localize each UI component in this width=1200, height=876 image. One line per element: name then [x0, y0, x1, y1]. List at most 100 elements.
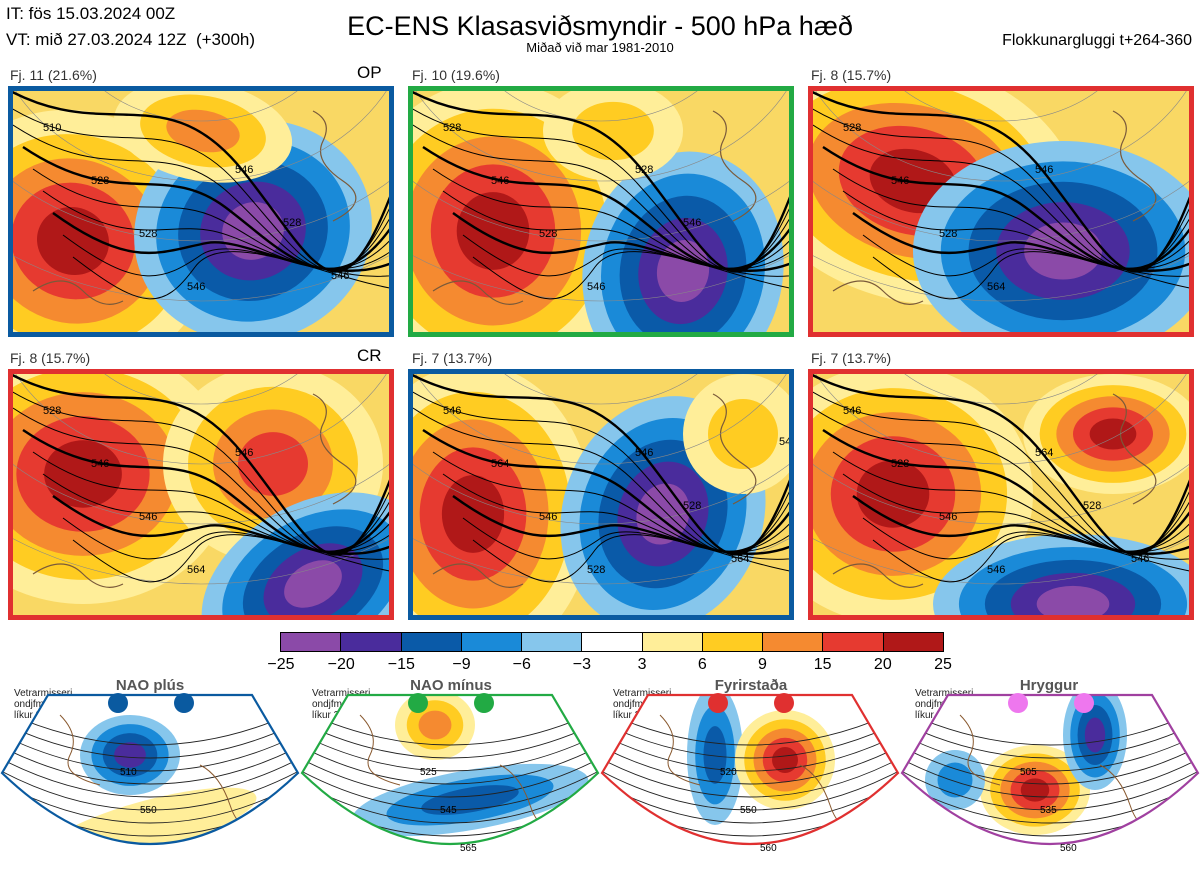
height-contour — [32, 451, 389, 553]
regime-frame — [300, 693, 600, 846]
contour-label: 510 — [120, 767, 137, 778]
graticule — [15, 91, 387, 182]
height-contour — [462, 517, 789, 560]
anomaly-blob — [44, 440, 122, 508]
graticule — [413, 180, 789, 242]
regime-title-3: Fyrirstaða — [714, 677, 788, 694]
colorbar-swatch — [341, 633, 402, 651]
contour-label: 546 — [539, 511, 557, 523]
colorbar-tick-label: 9 — [758, 656, 767, 673]
colorbar-swatch — [281, 633, 342, 651]
regime-field: 510 550 — [0, 693, 300, 846]
anomaly-blob — [114, 742, 146, 768]
regime-marker — [174, 693, 194, 713]
cluster-label-2: Fj. 10 (19.6%) — [412, 67, 500, 83]
regime-contour — [902, 752, 1198, 798]
colorbar-swatch — [883, 633, 943, 651]
regime-field: 525 545 565 — [300, 693, 600, 854]
anomaly-blob — [1024, 222, 1102, 280]
contour-label: 546 — [235, 447, 253, 459]
height-contour — [22, 429, 389, 553]
height-contour — [52, 495, 389, 555]
height-contour — [832, 168, 1189, 270]
valid-time: VT: mið 27.03.2024 12Z (+300h) — [6, 30, 256, 49]
regime-field: 520 550 560 — [600, 693, 900, 854]
contour-label: 546 — [491, 175, 509, 187]
regime-title-1: NAO plús — [115, 677, 185, 694]
cluster-label-1: Fj. 11 (21.6%) — [10, 67, 97, 83]
colorbar-swatch — [823, 633, 884, 651]
map-field: 510 528 528 546 546 528 546 — [13, 91, 389, 332]
cluster-map-1: 510 528 528 546 546 528 546 — [8, 86, 394, 337]
regime-contour — [902, 740, 1198, 785]
regime-contour — [2, 716, 298, 759]
contour-label: 525 — [420, 767, 437, 778]
cluster-tag-1: OP — [357, 63, 382, 82]
regime-contour — [602, 740, 898, 785]
height-contour — [842, 473, 1189, 553]
contour-label: 546 — [843, 405, 861, 417]
contour-label: 564 — [987, 281, 1005, 293]
coastline — [832, 563, 924, 588]
coastline — [312, 110, 357, 222]
regime-title-2: NAO mínus — [410, 677, 492, 694]
map-field: 528 546 528 564 546 — [813, 91, 1189, 332]
contour-label: 546 — [939, 511, 957, 523]
contour-label: 520 — [720, 767, 737, 778]
height-contour — [442, 190, 789, 270]
coastline — [432, 563, 524, 588]
contour-label: 528 — [539, 228, 557, 240]
colorbar-swatch — [522, 633, 583, 651]
contour-label: 546 — [331, 270, 349, 282]
regime-frame — [600, 693, 900, 846]
contour-label: 546 — [683, 217, 701, 229]
graticule — [104, 374, 298, 405]
map-field: 546 564 546 528 546 528 564 546 — [413, 374, 789, 615]
regime-map-nao-minus: 525 545 565 — [300, 675, 600, 871]
graticule — [13, 255, 389, 302]
regime-marker — [108, 693, 128, 713]
contour-label: 546 — [91, 458, 109, 470]
graticule — [415, 91, 787, 182]
contour-label: 550 — [740, 805, 757, 816]
anomaly-blob — [441, 475, 505, 553]
contour-label: 560 — [760, 843, 777, 854]
regime-contour — [302, 740, 598, 785]
anomaly-blob — [418, 710, 452, 740]
contour-label: 510 — [43, 122, 61, 134]
colorbar-tick-label: 20 — [873, 656, 892, 673]
colorbar-swatch — [763, 633, 824, 651]
anomaly-blob — [421, 785, 519, 815]
regime-marker — [774, 693, 794, 713]
colorbar-tick-label: −3 — [572, 656, 592, 673]
contour-label: 546 — [987, 564, 1005, 576]
initial-time: IT: fös 15.03.2024 00Z — [6, 4, 176, 23]
graticule — [904, 91, 1098, 122]
contour-label: 505 — [1020, 767, 1037, 778]
contour-label: 528 — [139, 228, 157, 240]
regime-contour — [302, 728, 598, 772]
contour-label: 528 — [43, 405, 61, 417]
graticule — [13, 538, 389, 585]
height-contour — [472, 534, 789, 583]
anomaly-blob — [772, 747, 798, 773]
height-contour — [32, 168, 389, 270]
contour-label: 545 — [440, 805, 457, 816]
contour-label: 565 — [460, 843, 477, 854]
regime-contour — [2, 764, 298, 811]
graticule — [504, 91, 698, 122]
height-contour — [862, 234, 1189, 277]
colorbar-tick-label: 6 — [697, 656, 707, 673]
cluster-map-2: 528 546 528 546 528 546 — [408, 86, 794, 337]
height-contour — [452, 495, 789, 555]
contour-label: 546 — [1131, 553, 1149, 565]
regime-contour — [302, 716, 598, 759]
regime-marker — [1074, 693, 1094, 713]
anomaly-blob — [238, 432, 308, 496]
regime-marker — [474, 693, 494, 713]
anomaly-blob — [937, 762, 973, 798]
contour-label: 528 — [843, 122, 861, 134]
graticule — [813, 180, 1189, 242]
graticule — [813, 463, 1189, 525]
height-contour — [822, 146, 1189, 270]
